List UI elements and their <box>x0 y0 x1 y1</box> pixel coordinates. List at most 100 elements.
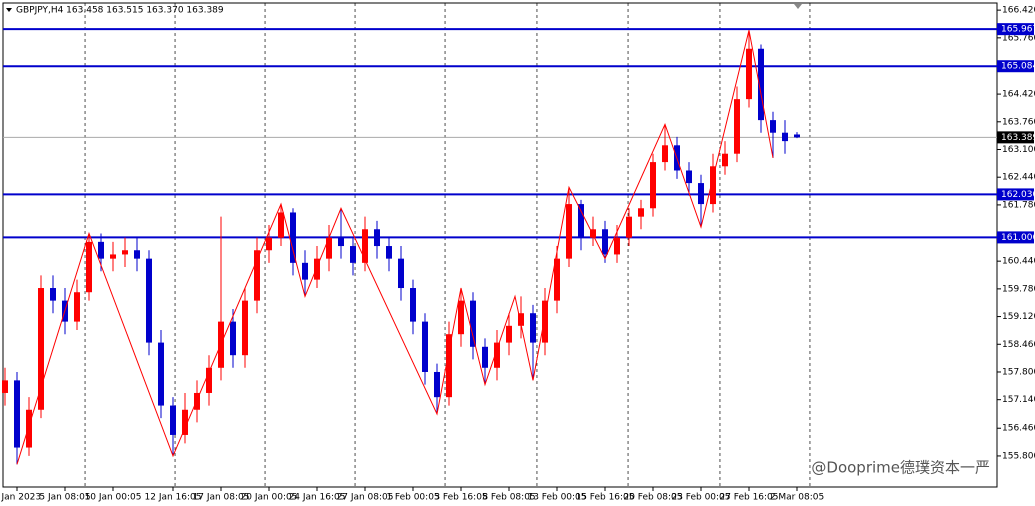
candle-body <box>374 229 380 247</box>
x-tick-label: 3 Feb 16:05 <box>434 493 487 503</box>
candle-body <box>422 321 428 372</box>
candle-body <box>638 208 644 217</box>
candle-body <box>566 204 572 259</box>
level-label: 165.084 <box>1001 62 1035 72</box>
candle-body <box>86 241 92 293</box>
y-tick-label: 156.460 <box>1002 424 1035 434</box>
candle-body <box>122 250 128 255</box>
candle-body <box>446 334 452 398</box>
candle-body <box>134 250 140 259</box>
candle-body <box>650 162 656 209</box>
candle-body <box>350 246 356 263</box>
candle-body <box>230 321 236 356</box>
y-tick-label: 157.140 <box>1002 395 1035 405</box>
candle-body <box>602 229 608 255</box>
candle-body <box>398 258 404 289</box>
plot-frame <box>2 2 998 488</box>
candle-body <box>794 134 800 138</box>
candle-body <box>182 409 188 435</box>
level-label: 161.006 <box>1001 233 1035 243</box>
candle-body <box>266 237 272 251</box>
candle-body <box>722 153 728 167</box>
candle-body <box>458 300 464 335</box>
x-tick-label: 24 Jan 16:05 <box>289 493 346 503</box>
watermark: @Dooprime德璞资本一严 <box>811 459 990 477</box>
zigzag-line <box>16 30 774 465</box>
candle-body <box>362 229 368 263</box>
candle-body <box>662 145 668 163</box>
menu-icon <box>6 8 12 12</box>
candle-body <box>710 166 716 205</box>
candle-body <box>542 300 548 343</box>
x-tick-label: 12 Jan 16:05 <box>145 493 202 503</box>
chart-title: GBPJPY,H4 163.458 163.515 163.370 163.38… <box>16 6 224 16</box>
candle-body <box>758 48 764 121</box>
x-tick-label: 2 Jan 2023 <box>0 493 41 503</box>
x-tick-label: 1 Feb 00:05 <box>386 493 439 503</box>
y-tick-label: 160.440 <box>1002 257 1035 267</box>
level-box <box>997 23 1034 36</box>
candle-body <box>614 237 620 255</box>
x-tick-label: 20 Feb 08:05 <box>623 493 682 503</box>
candle-body <box>782 132 788 142</box>
x-tick-label: 27 Feb 16:05 <box>719 493 778 503</box>
candle-body <box>734 99 740 154</box>
y-tick-label: 159.120 <box>1002 312 1035 322</box>
x-tick-label: 23 Feb 00:05 <box>671 493 730 503</box>
level-box <box>997 231 1034 244</box>
candle-body <box>530 313 536 343</box>
candle-body <box>698 183 704 205</box>
y-tick-label: 158.460 <box>1002 340 1035 350</box>
current-price-box <box>997 131 1034 144</box>
candle-body <box>518 313 524 326</box>
candle-body <box>482 346 488 368</box>
candle-body <box>242 300 248 356</box>
candle-body <box>386 246 392 259</box>
candle-body <box>50 288 56 301</box>
candle-body <box>290 212 296 263</box>
candle-body <box>746 48 752 100</box>
level-label: 162.030 <box>1001 190 1035 200</box>
candle-body <box>554 258 560 301</box>
candle-body <box>626 216 632 238</box>
y-tick-label: 161.780 <box>1002 200 1035 210</box>
y-tick-label: 166.420 <box>1002 6 1035 16</box>
candle-body <box>158 342 164 406</box>
candle-body <box>326 237 332 259</box>
x-tick-label: 10 Jan 00:05 <box>85 493 142 503</box>
candle-body <box>338 237 344 247</box>
y-tick-label: 165.760 <box>1002 33 1035 43</box>
candle-body <box>506 325 512 343</box>
x-tick-label: 15 Feb 16:05 <box>575 493 634 503</box>
x-tick-label: 20 Jan 00:05 <box>241 493 298 503</box>
level-label: 165.967 <box>1001 25 1035 35</box>
candle-body <box>686 170 692 184</box>
x-tick-label: 2 Mar 08:05 <box>770 493 824 503</box>
candle-body <box>314 258 320 280</box>
x-tick-label: 8 Feb 08:05 <box>482 493 535 503</box>
x-tick-label: 13 Feb 00:05 <box>527 493 586 503</box>
candle-body <box>98 241 104 259</box>
y-tick-label: 157.800 <box>1002 367 1035 377</box>
candle-body <box>110 254 116 259</box>
candle-body <box>170 405 176 435</box>
y-tick-label: 163.760 <box>1002 117 1035 127</box>
level-box <box>997 60 1034 73</box>
candle-body <box>254 250 260 301</box>
candle-body <box>146 258 152 343</box>
candle-body <box>434 371 440 398</box>
candle-body <box>410 288 416 322</box>
candle-body <box>770 120 776 133</box>
y-tick-label: 164.420 <box>1002 90 1035 100</box>
x-tick-label: 27 Jan 08:05 <box>337 493 394 503</box>
current-price-label: 163.389 <box>1001 133 1035 143</box>
candle-body <box>206 367 212 393</box>
candle-body <box>74 292 80 322</box>
candle-body <box>278 212 284 238</box>
y-tick-label: 162.440 <box>1002 173 1035 183</box>
y-tick-label: 155.800 <box>1002 451 1035 461</box>
candle-body <box>194 392 200 410</box>
y-tick-label: 163.100 <box>1002 145 1035 155</box>
candle-body <box>470 300 476 347</box>
